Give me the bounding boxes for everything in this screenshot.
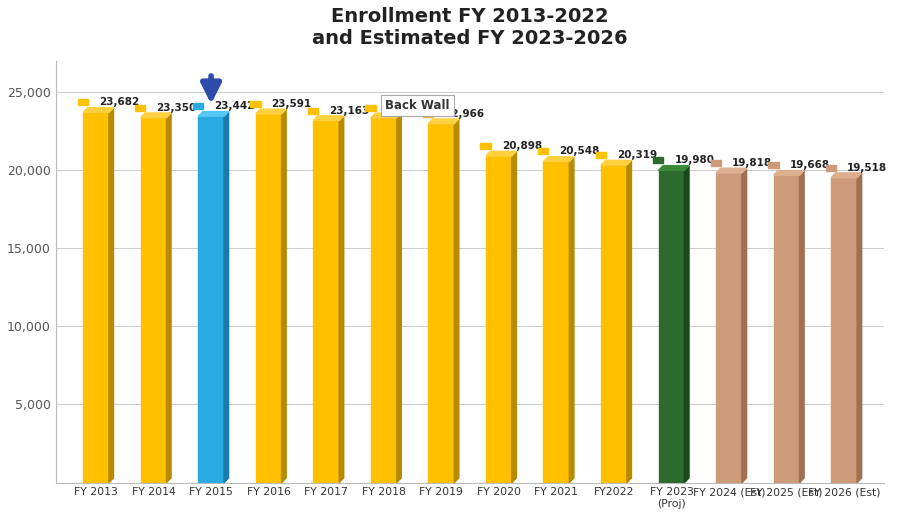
Bar — [481, 143, 491, 149]
Polygon shape — [601, 165, 627, 482]
Text: 19,668: 19,668 — [789, 160, 830, 170]
Polygon shape — [659, 170, 684, 482]
Polygon shape — [454, 119, 459, 482]
Text: 22,966: 22,966 — [444, 109, 484, 119]
Polygon shape — [716, 168, 747, 173]
Polygon shape — [256, 114, 282, 482]
Text: Back Wall: Back Wall — [385, 99, 449, 112]
Polygon shape — [397, 113, 401, 482]
Bar — [711, 160, 721, 166]
Polygon shape — [857, 173, 861, 482]
Polygon shape — [282, 109, 286, 482]
Polygon shape — [313, 121, 339, 482]
Bar — [308, 108, 318, 114]
Polygon shape — [627, 160, 632, 482]
Polygon shape — [109, 108, 113, 482]
Polygon shape — [774, 170, 804, 175]
Text: 19,518: 19,518 — [847, 163, 887, 172]
Bar — [250, 101, 261, 107]
Text: 20,898: 20,898 — [501, 141, 542, 151]
Text: 20,548: 20,548 — [559, 147, 599, 156]
Polygon shape — [544, 162, 570, 482]
Bar — [596, 152, 606, 158]
Title: Enrollment FY 2013-2022
and Estimated FY 2023-2026: Enrollment FY 2013-2022 and Estimated FY… — [312, 7, 628, 48]
Polygon shape — [428, 119, 459, 124]
Polygon shape — [198, 116, 224, 482]
Polygon shape — [799, 170, 804, 482]
Bar — [193, 103, 203, 109]
Text: 20,319: 20,319 — [616, 150, 657, 160]
Polygon shape — [742, 168, 747, 482]
Polygon shape — [83, 112, 109, 482]
Polygon shape — [224, 111, 229, 482]
Text: 23,682: 23,682 — [99, 98, 140, 107]
Polygon shape — [774, 175, 799, 482]
Bar — [423, 111, 433, 117]
Bar — [135, 105, 146, 110]
Text: 23,350: 23,350 — [157, 103, 196, 112]
Bar — [769, 162, 778, 168]
Polygon shape — [140, 118, 166, 482]
Polygon shape — [166, 113, 171, 482]
Polygon shape — [256, 109, 286, 114]
Polygon shape — [570, 157, 574, 482]
Polygon shape — [83, 108, 113, 112]
Polygon shape — [486, 156, 512, 482]
Bar — [365, 105, 375, 111]
Polygon shape — [716, 173, 742, 482]
Polygon shape — [339, 116, 344, 482]
Polygon shape — [140, 113, 171, 118]
Polygon shape — [486, 151, 517, 156]
Polygon shape — [832, 173, 861, 178]
Bar — [825, 165, 836, 170]
Text: 23,591: 23,591 — [272, 99, 311, 109]
Polygon shape — [313, 116, 344, 121]
Text: 23,442: 23,442 — [214, 101, 255, 111]
Text: 23,163: 23,163 — [329, 106, 369, 116]
Bar — [653, 157, 663, 163]
Polygon shape — [428, 124, 454, 482]
Polygon shape — [198, 111, 229, 116]
Polygon shape — [512, 151, 517, 482]
Bar — [77, 100, 88, 105]
Polygon shape — [601, 160, 632, 165]
Polygon shape — [371, 118, 397, 482]
Polygon shape — [832, 178, 857, 482]
Text: 23,337: 23,337 — [387, 103, 427, 113]
Polygon shape — [659, 166, 689, 170]
Polygon shape — [684, 166, 689, 482]
Text: 19,980: 19,980 — [674, 155, 715, 165]
Bar — [538, 149, 548, 154]
Polygon shape — [544, 157, 574, 162]
Text: 19,818: 19,818 — [732, 158, 772, 168]
Polygon shape — [371, 113, 401, 118]
